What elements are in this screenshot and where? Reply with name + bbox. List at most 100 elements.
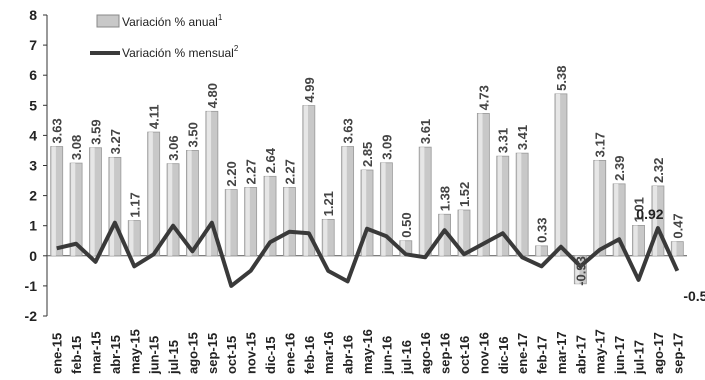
bar-data-label: 2.27	[244, 159, 259, 184]
x-tick-label: abr-16	[341, 335, 356, 374]
bar-data-label: 1.17	[127, 192, 142, 217]
bar-data-label: 2.27	[282, 159, 297, 184]
bar-highlight	[323, 219, 327, 255]
bar-highlight	[168, 164, 172, 256]
bar-highlight	[110, 157, 114, 255]
y-tick-label: -1	[25, 278, 38, 294]
legend: Variación % anual1 Variación % mensual2	[90, 13, 239, 60]
line-data-label: -0.50	[683, 288, 705, 304]
bar-highlight	[71, 163, 75, 256]
bar-highlight	[556, 94, 560, 256]
bar-highlight	[207, 111, 211, 255]
bar-data-label: 4.99	[302, 77, 317, 102]
x-tick-label: jun-15	[147, 336, 162, 375]
bar-data-label: 3.27	[108, 129, 123, 154]
legend-label-line: Variación % mensual2	[122, 44, 239, 60]
bar-data-label: 3.59	[88, 119, 103, 144]
bar-data-label: 3.17	[593, 132, 608, 157]
x-tick-label: may-15	[127, 329, 142, 374]
bar-highlight	[634, 225, 638, 255]
y-tick-label: 3	[29, 158, 37, 174]
y-tick-label: 0	[29, 248, 37, 264]
x-tick-label: ene-15	[50, 333, 65, 374]
bar-highlight	[226, 190, 230, 256]
x-tick-label: ene-17	[515, 333, 530, 374]
x-tick-label: mar-16	[321, 331, 336, 374]
bar-highlight	[595, 160, 599, 255]
y-tick-label: 4	[29, 127, 37, 143]
bar-data-label: 2.20	[224, 161, 239, 186]
bar-highlight	[672, 242, 676, 256]
x-tick-label: feb-15	[69, 336, 84, 374]
x-tick-label: jun-16	[379, 336, 394, 375]
bar-data-label: 4.80	[205, 83, 220, 108]
y-tick-label: 5	[29, 97, 37, 113]
bar-data-label: 3.31	[496, 128, 511, 153]
x-tick-label: nov-16	[476, 332, 491, 374]
x-tick-label: feb-17	[535, 336, 550, 374]
bar-highlight	[478, 113, 482, 255]
x-tick-label: dic-15	[263, 336, 278, 374]
bar-data-label: 5.38	[554, 66, 569, 91]
bar-data-label: 3.61	[418, 119, 433, 144]
x-tick-label: feb-16	[302, 336, 317, 374]
bar-data-label: 0.33	[535, 218, 550, 243]
x-tick-label: dic-16	[496, 336, 511, 374]
bar-data-label: 2.39	[612, 156, 627, 181]
x-tick-label: oct-16	[457, 336, 472, 374]
bar-data-label: 1.38	[438, 186, 453, 211]
bar-data-label: 1.52	[457, 182, 472, 207]
bar-data-label: 2.85	[360, 142, 375, 167]
bar-data-label: 2.32	[651, 158, 666, 183]
y-tick-label: -2	[25, 308, 38, 324]
bar-highlight	[149, 132, 153, 256]
x-tick-label: mar-15	[88, 331, 103, 374]
y-tick-label: 1	[29, 218, 37, 234]
y-tick-label: 2	[29, 188, 37, 204]
bar-data-label: 0.47	[670, 213, 685, 238]
x-tick-label: jul-15	[166, 340, 181, 375]
x-tick-label: ene-16	[282, 333, 297, 374]
x-tick-label: jul-16	[399, 340, 414, 375]
bar-highlight	[537, 246, 541, 256]
bar-data-label: 3.08	[69, 135, 84, 160]
bar-data-label: 4.11	[147, 104, 162, 129]
x-tick-label: oct-15	[224, 336, 239, 374]
bar-highlight	[129, 221, 133, 256]
x-tick-label: abr-15	[108, 335, 123, 374]
line-data-label: 0.92	[636, 206, 663, 222]
bar-highlight	[420, 147, 424, 256]
bar-data-label: 3.50	[185, 122, 200, 147]
bar-highlight	[187, 150, 191, 255]
bar-data-label: -0.93	[573, 256, 588, 286]
bar-highlight	[284, 187, 288, 255]
x-tick-label: sep-16	[438, 333, 453, 374]
bar-highlight	[246, 187, 250, 255]
bar-highlight	[90, 148, 94, 256]
bar-data-label: 3.63	[50, 118, 65, 143]
x-tick-label: may-17	[593, 329, 608, 374]
bar-data-label: 3.09	[379, 134, 394, 159]
x-tick-label: may-16	[360, 329, 375, 374]
x-tick-label: jul-17	[632, 340, 647, 375]
y-tick-label: 8	[29, 7, 37, 23]
x-tick-label: ago-16	[418, 332, 433, 374]
bar-highlight	[614, 184, 618, 256]
bar-data-label: 2.64	[263, 147, 278, 173]
x-tick-label: ago-17	[651, 332, 666, 374]
bar-highlight	[381, 163, 385, 256]
x-tick-label: sep-15	[205, 333, 220, 374]
x-tick-label: nov-15	[244, 332, 259, 374]
bar-highlight	[498, 156, 502, 256]
bar-data-label: 3.06	[166, 135, 181, 160]
bar-highlight	[343, 147, 347, 256]
x-tick-label: mar-17	[554, 331, 569, 374]
bar-data-label: 4.73	[476, 85, 491, 110]
bar-data-label: 3.63	[341, 118, 356, 143]
x-tick-label: jun-17	[612, 336, 627, 375]
bar-data-label: 0.50	[399, 212, 414, 237]
y-tick-label: 7	[29, 37, 37, 53]
